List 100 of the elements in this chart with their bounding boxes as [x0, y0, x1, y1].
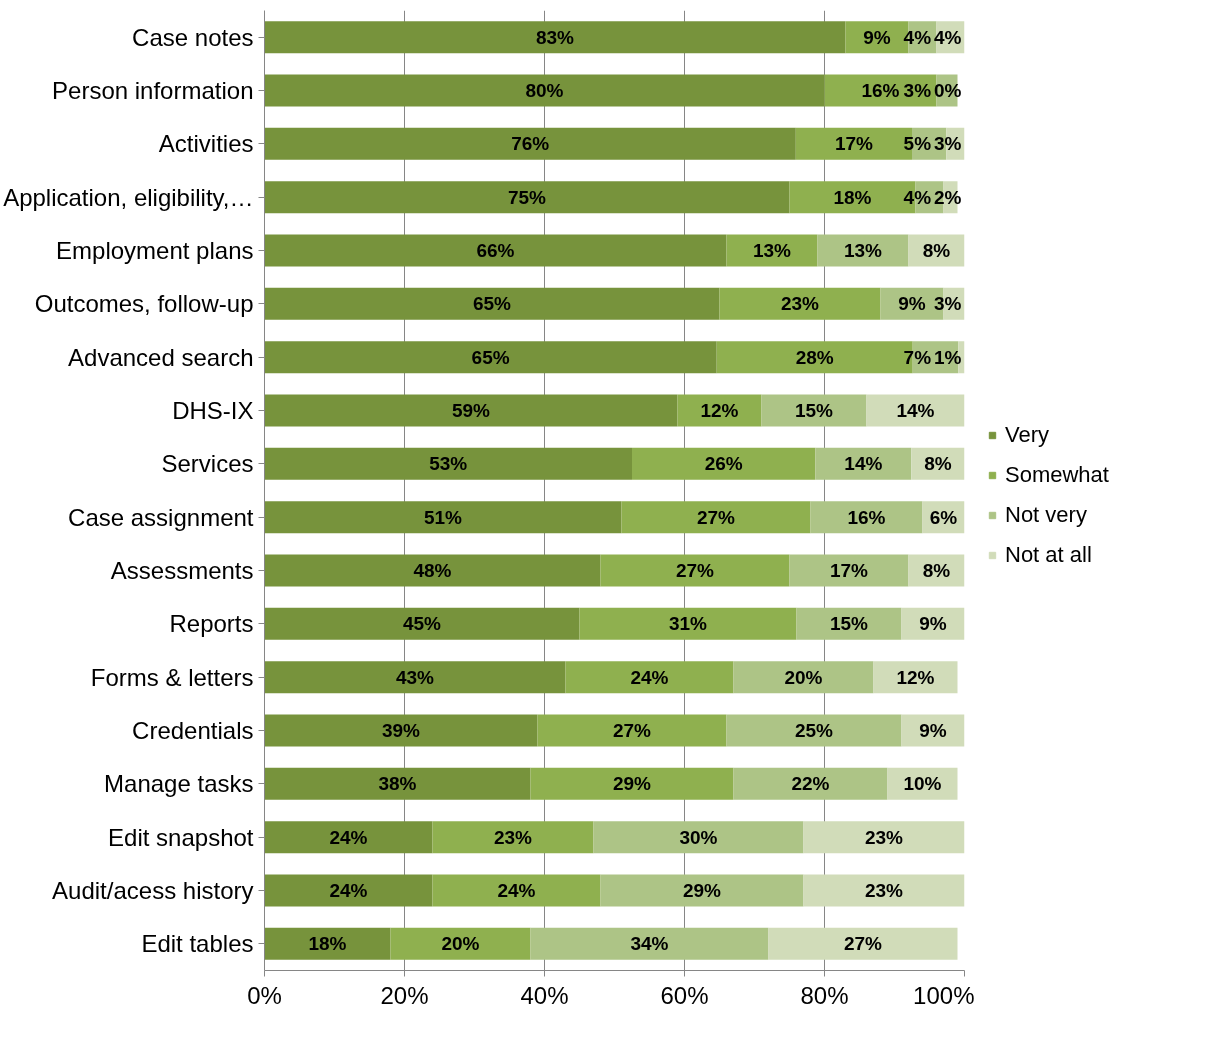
data-label: 59% — [451, 400, 491, 421]
data-label: 10% — [903, 773, 942, 795]
bar — [264, 821, 433, 854]
data-label: 38% — [378, 773, 417, 795]
data-label: 31% — [668, 613, 708, 635]
bar — [264, 501, 622, 534]
bar — [432, 821, 594, 854]
data-label: 13% — [752, 240, 792, 261]
data-label: 4% — [903, 186, 932, 208]
bar — [264, 394, 678, 427]
data-label: 26% — [704, 453, 743, 475]
data-label: 27% — [696, 506, 736, 528]
y-tick-label: Application, eligibility,… — [3, 183, 254, 211]
data-label: 23% — [493, 826, 533, 848]
bar — [530, 767, 734, 800]
data-label: 9% — [898, 293, 926, 315]
x-tick-label: 40% — [520, 981, 569, 1009]
bar — [593, 821, 804, 854]
data-label: 8% — [922, 560, 951, 581]
data-label: 14% — [844, 453, 883, 475]
data-label: 23% — [864, 826, 904, 848]
x-tick-label: 0% — [247, 981, 282, 1009]
y-tick-label: Edit tables — [141, 930, 254, 958]
data-label: 22% — [791, 773, 830, 795]
bar — [719, 287, 881, 320]
data-label: 25% — [794, 720, 834, 741]
y-tick-label: Case notes — [132, 23, 254, 51]
bar — [264, 74, 825, 107]
y-tick-label: DHS-IX — [172, 397, 254, 424]
y-tick-label: Forms & letters — [90, 663, 254, 691]
x-tick-label: 80% — [800, 981, 849, 1009]
bar — [579, 607, 797, 640]
bar — [264, 767, 531, 800]
bar — [565, 661, 734, 694]
y-tick-label: Reports — [169, 610, 254, 638]
y-tick-label: Audit/acess history — [52, 877, 254, 904]
bar — [264, 447, 632, 480]
data-label: 12% — [896, 666, 935, 688]
data-label: 2% — [934, 186, 962, 208]
data-label: 23% — [780, 293, 820, 315]
x-tick-label: 60% — [660, 981, 709, 1009]
data-label: 3% — [903, 80, 932, 101]
bar — [264, 181, 790, 214]
data-label: 45% — [402, 613, 442, 635]
bar — [866, 394, 965, 427]
data-label: 5% — [903, 133, 932, 155]
data-label: 17% — [829, 560, 869, 581]
data-label: 29% — [612, 773, 652, 795]
bar — [621, 501, 811, 534]
data-label: 13% — [843, 240, 883, 261]
bar — [264, 661, 566, 694]
data-label: 1% — [934, 346, 962, 368]
y-tick-label: Activities — [158, 130, 254, 158]
bar — [600, 874, 804, 907]
legend-label: Very — [1005, 421, 1050, 448]
data-label: 53% — [429, 453, 468, 475]
data-label: 3% — [934, 133, 962, 155]
data-label: 8% — [922, 240, 951, 261]
bar — [264, 607, 580, 640]
data-label: 66% — [476, 240, 515, 261]
bar — [264, 874, 433, 907]
data-label: 7% — [903, 346, 932, 368]
data-label: 65% — [472, 293, 512, 315]
data-label: 18% — [308, 933, 347, 955]
bar — [815, 447, 912, 480]
bar — [761, 394, 867, 427]
legend-label: Not very — [1005, 501, 1087, 528]
data-label: 24% — [329, 880, 368, 901]
data-label: 51% — [423, 506, 463, 528]
data-label: 3% — [934, 293, 962, 315]
bar — [264, 714, 538, 747]
bar — [264, 234, 727, 267]
y-tick-label: Person information — [52, 77, 254, 104]
data-label: 9% — [919, 613, 947, 635]
data-label: 20% — [784, 666, 823, 688]
bar — [264, 927, 391, 960]
data-label: 27% — [612, 720, 652, 741]
bar — [810, 501, 923, 534]
bar — [390, 927, 531, 960]
bar — [264, 21, 846, 54]
y-tick-label: Assessments — [110, 557, 254, 584]
x-tick-label: 100% — [913, 981, 975, 1009]
y-tick-label: Services — [161, 450, 254, 478]
legend-label: Somewhat — [1005, 461, 1109, 488]
data-label: 16% — [861, 80, 900, 101]
bar — [803, 821, 965, 854]
data-label: 30% — [679, 826, 718, 848]
data-label: 14% — [896, 400, 935, 421]
y-tick-label: Credentials — [132, 717, 254, 744]
data-label: 24% — [630, 666, 669, 688]
bar — [530, 927, 769, 960]
data-label: 23% — [864, 880, 904, 901]
y-tick-label: Employment plans — [56, 237, 254, 264]
bar — [537, 714, 727, 747]
data-label: 9% — [919, 720, 947, 741]
bar — [733, 661, 874, 694]
data-label: 20% — [441, 933, 480, 955]
data-label: 39% — [381, 720, 421, 741]
bar — [600, 554, 790, 587]
y-tick-label: Advanced search — [68, 343, 254, 371]
